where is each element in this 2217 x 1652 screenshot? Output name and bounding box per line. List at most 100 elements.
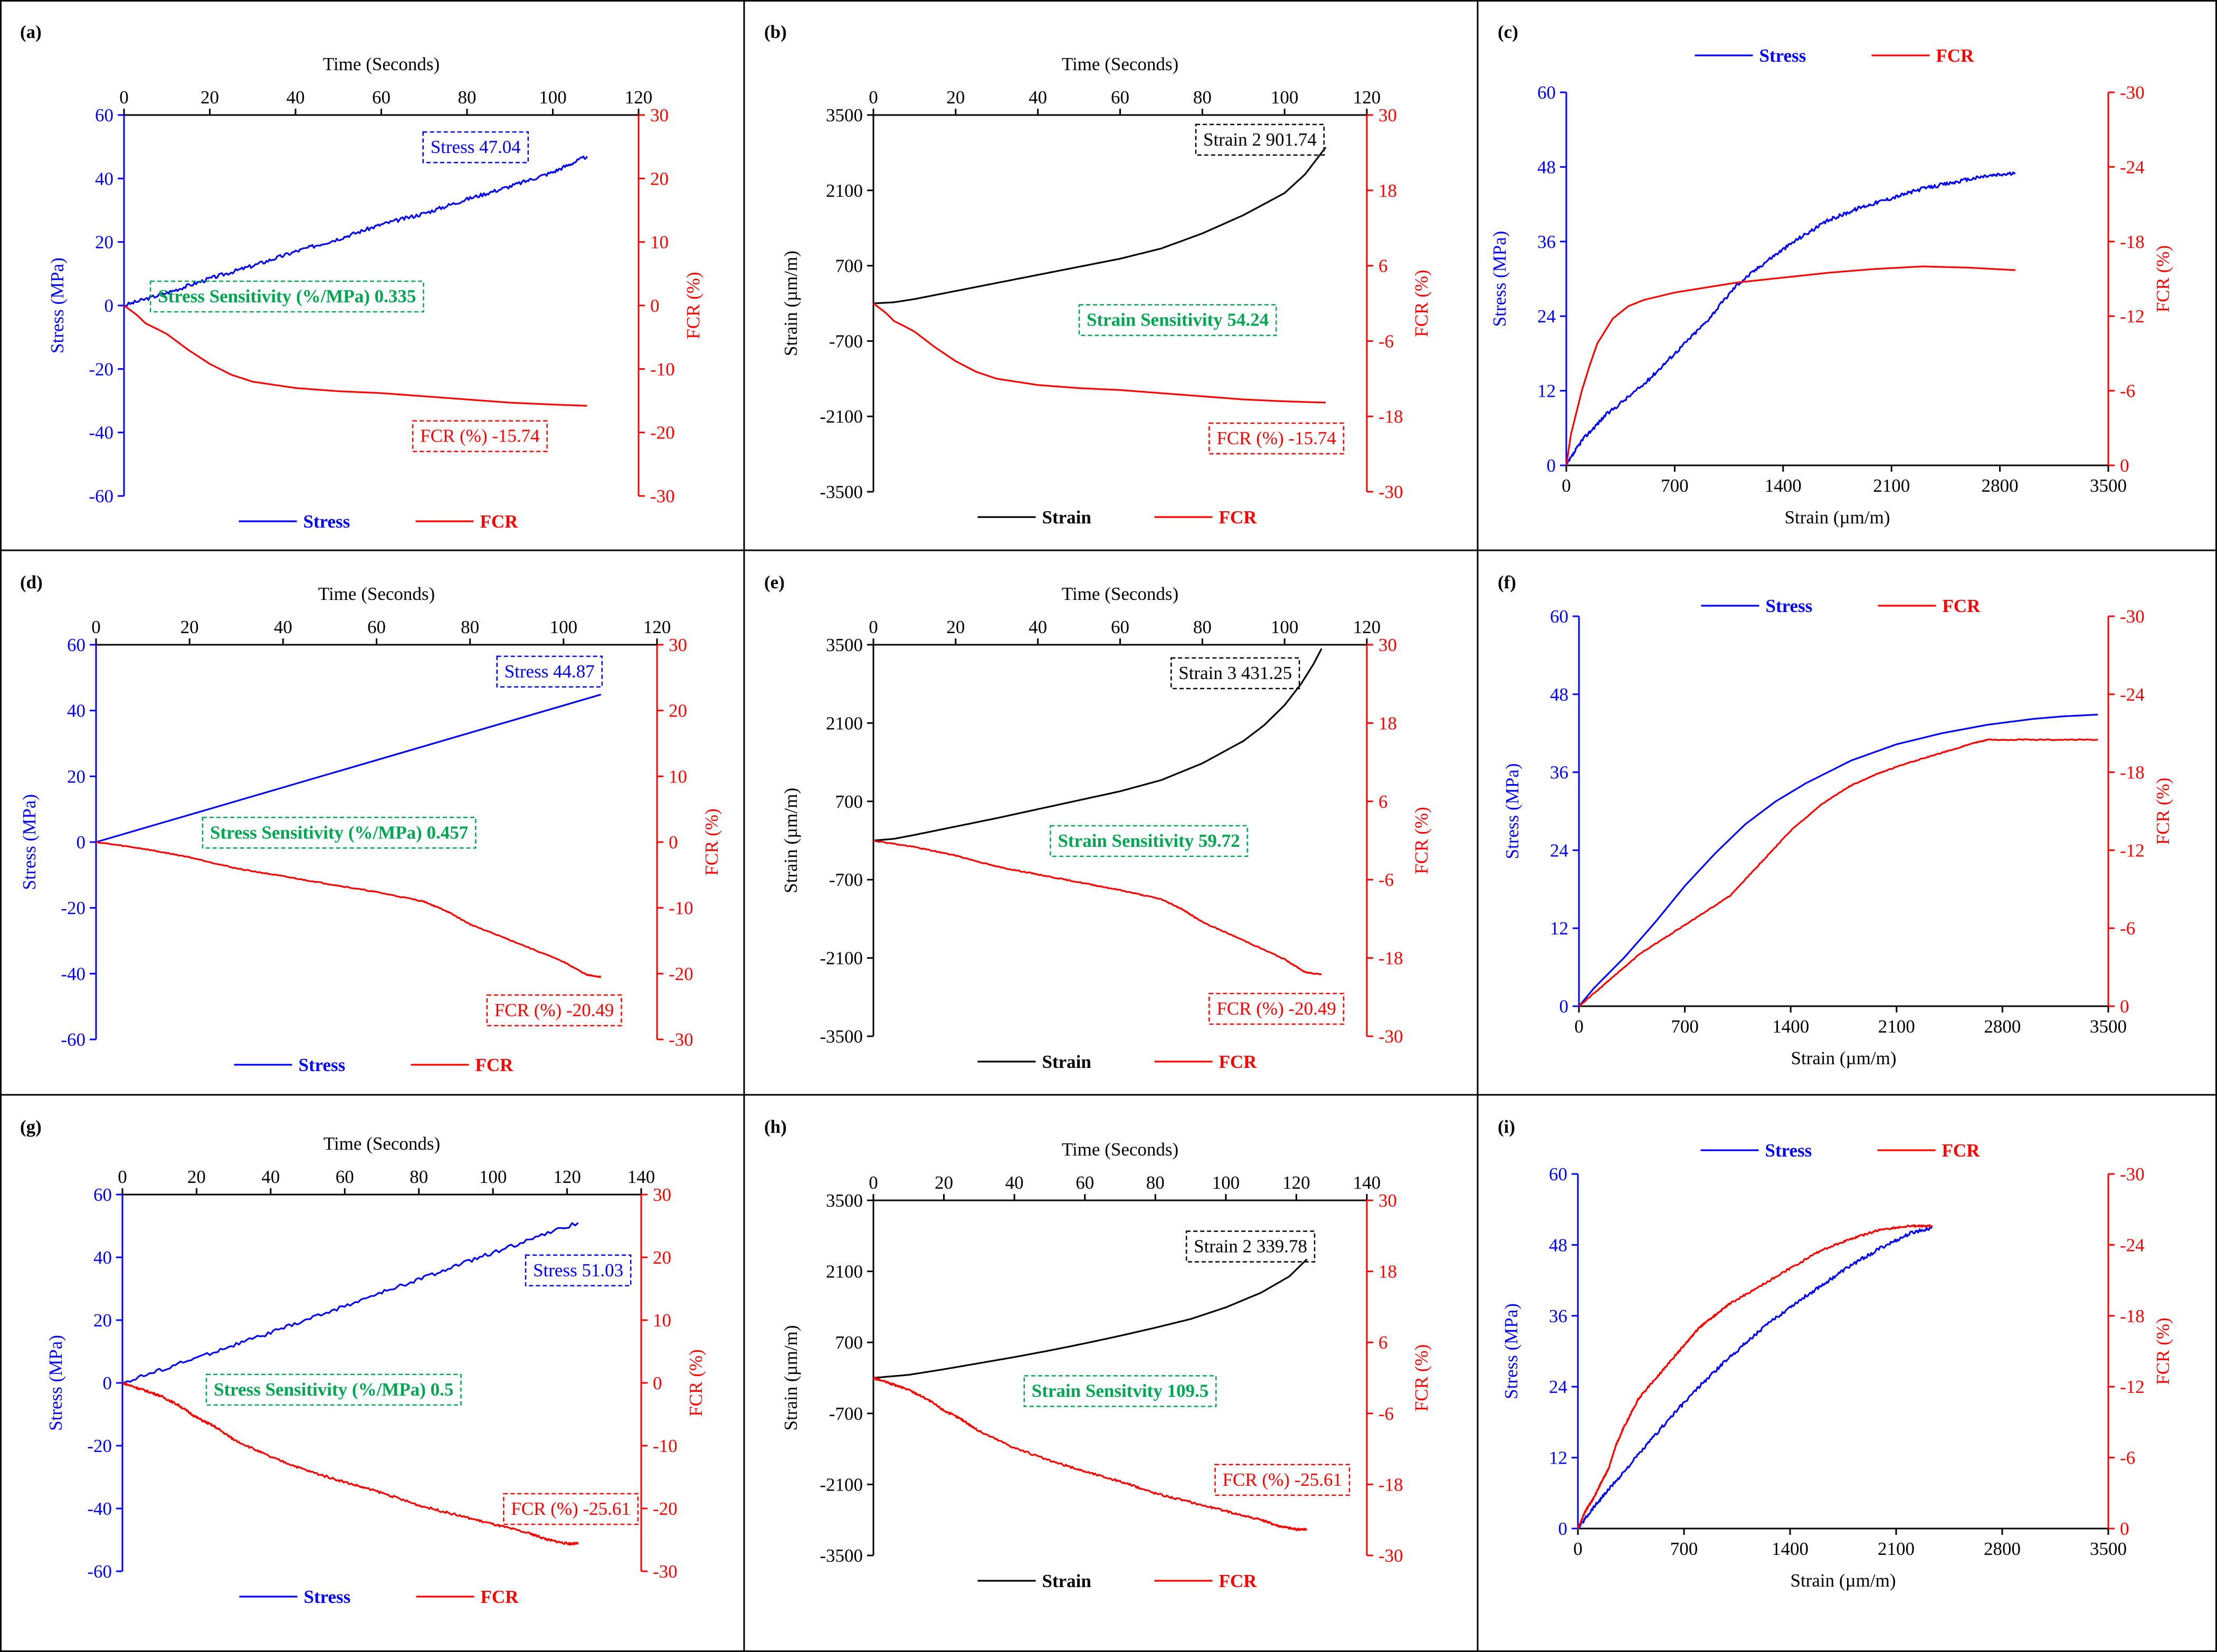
- x-tick-label: 80: [1193, 87, 1212, 108]
- y-tick-label: -2100: [820, 406, 863, 427]
- y2-tick-label: -30: [1378, 1545, 1403, 1566]
- annotation-stress: Stress 47.04: [431, 137, 521, 157]
- x-tick-label: 40: [274, 617, 292, 637]
- series-line-fcr: [96, 841, 602, 978]
- y2-tick-label: 0: [2120, 996, 2129, 1017]
- x-tick-label: 20: [946, 617, 965, 637]
- y-tick-label: -20: [87, 1436, 112, 1456]
- y-tick-label: 36: [1549, 1306, 1567, 1326]
- y-tick-label: -60: [89, 486, 113, 507]
- y-tick-label: -700: [829, 1403, 863, 1424]
- y2-tick-label: -18: [2120, 762, 2145, 783]
- y-tick-label: 48: [1537, 157, 1556, 177]
- y2-tick-label: -10: [653, 1436, 678, 1456]
- y2-tick-label: 20: [669, 701, 687, 721]
- y2-tick-label: -6: [1378, 331, 1394, 351]
- series-line-fcr: [873, 839, 1322, 976]
- y-tick-label: 0: [103, 1373, 112, 1393]
- x-tick-label: 100: [550, 617, 578, 637]
- y2-tick-label: -18: [1378, 1474, 1403, 1495]
- x-tick-label: 700: [1670, 1539, 1698, 1559]
- x-tick-label: 140: [627, 1167, 655, 1187]
- y2-tick-label: -18: [2120, 1306, 2145, 1326]
- y-tick-label: 60: [95, 105, 113, 126]
- y2-axis-title: FCR (%): [2153, 1317, 2173, 1384]
- panel-b: (b) 0 20 40 60 80 100 120 Time (Seconds) -3500 -21…: [764, 22, 1432, 528]
- legend-label-strain: Strain: [1042, 1052, 1091, 1072]
- y-axis-title: Strain (µm/m): [781, 788, 801, 893]
- y-tick-label: 12: [1549, 1448, 1567, 1468]
- y-tick-label: 0: [77, 832, 86, 853]
- y-tick-label: 2100: [826, 713, 863, 733]
- x-tick-label: 140: [1353, 1172, 1381, 1193]
- y2-tick-label: 10: [650, 232, 669, 253]
- legend-label-stress: Stress: [304, 1587, 351, 1607]
- x-tick-label: 0: [91, 617, 101, 637]
- y-tick-label: -3500: [820, 1026, 863, 1047]
- y-tick-label: 20: [95, 232, 113, 253]
- annotation-stress: Stress 51.03: [533, 1260, 623, 1281]
- y-tick-label: 24: [1550, 840, 1568, 861]
- annotation-box: [496, 655, 603, 688]
- y-tick-label: 48: [1549, 1235, 1567, 1255]
- y-tick-label: 24: [1537, 306, 1556, 327]
- y2-tick-label: -30: [2120, 606, 2145, 627]
- x-tick-label: 1400: [1772, 1539, 1809, 1559]
- y2-tick-label: -24: [2120, 1235, 2145, 1255]
- y2-tick-label: 30: [669, 635, 687, 655]
- panel-f: (f) 0 700 1400 2100 2800 3500 Strain (µm/m) 0 12 2…: [1498, 572, 2173, 1068]
- y2-axis-title: FCR (%): [1411, 270, 1432, 337]
- legend-label-stress: Stress: [303, 511, 350, 532]
- y-tick-label: -2100: [820, 948, 863, 969]
- y-tick-label: 700: [835, 1332, 863, 1353]
- y-tick-label: 60: [1537, 82, 1556, 103]
- x-tick-label: 2100: [1878, 1016, 1915, 1037]
- y2-tick-label: 18: [1378, 1262, 1397, 1282]
- y-tick-label: 0: [104, 295, 114, 316]
- y2-tick-label: -18: [1378, 948, 1403, 969]
- x-axis-title: Time (Seconds): [1062, 54, 1178, 74]
- panel-label: (c): [1498, 22, 1518, 42]
- y-tick-label: -2100: [820, 1474, 863, 1495]
- y2-tick-label: 0: [2120, 455, 2129, 476]
- y-axis-title: Strain (µm/m): [781, 251, 801, 356]
- x-axis-title: Time (Seconds): [1062, 1139, 1178, 1160]
- y2-axis-title: FCR (%): [701, 808, 722, 875]
- legend-label-fcr: FCR: [1936, 45, 1975, 66]
- annotation-fcr: FCR (%) -20.49: [1216, 998, 1336, 1019]
- x-tick-label: 80: [1146, 1172, 1165, 1193]
- series-line-strain: [873, 648, 1322, 842]
- panel-c: (c) 0 700 1400 2100 2800 3500 Strain (µm/m) 0 12 2…: [1489, 22, 2173, 528]
- series-line-fcr: [1578, 738, 2098, 1007]
- series-line-stress: [1577, 1226, 1933, 1529]
- y2-tick-label: -18: [1378, 406, 1403, 427]
- y-tick-label: 60: [67, 635, 85, 655]
- legend-label-fcr: FCR: [1942, 1140, 1981, 1161]
- annotation-sensitivity: Stress Sensitivity (%/MPa) 0.5: [214, 1379, 453, 1400]
- x-tick-label: 2100: [1878, 1539, 1915, 1559]
- y-tick-label: 700: [835, 256, 863, 276]
- x-tick-label: 80: [461, 617, 479, 637]
- y-tick-label: 40: [67, 701, 85, 721]
- y2-tick-label: 0: [669, 832, 678, 853]
- y-tick-label: 60: [93, 1185, 112, 1205]
- y2-tick-label: -6: [1378, 870, 1394, 890]
- annotation-box: [202, 817, 477, 849]
- annotation-box: [525, 1254, 632, 1287]
- annotation-fcr: FCR (%) -20.49: [494, 1000, 614, 1020]
- series-line-fcr: [122, 1382, 579, 1546]
- x-tick-label: 40: [261, 1167, 280, 1187]
- x-tick-label: 100: [479, 1167, 507, 1187]
- y2-tick-label: 10: [669, 766, 687, 787]
- x-tick-label: 40: [1029, 87, 1047, 108]
- y2-tick-label: -20: [669, 963, 693, 984]
- legend-label-strain: Strain: [1042, 507, 1091, 528]
- annotation-box: [205, 1373, 462, 1406]
- x-tick-label: 120: [1282, 1172, 1310, 1193]
- y-axis-title: Stress (MPa): [1502, 763, 1523, 860]
- x-tick-label: 20: [201, 87, 219, 108]
- x-tick-label: 2800: [1984, 1016, 2021, 1037]
- annotation-strain: Strain 2 339.78: [1194, 1236, 1307, 1257]
